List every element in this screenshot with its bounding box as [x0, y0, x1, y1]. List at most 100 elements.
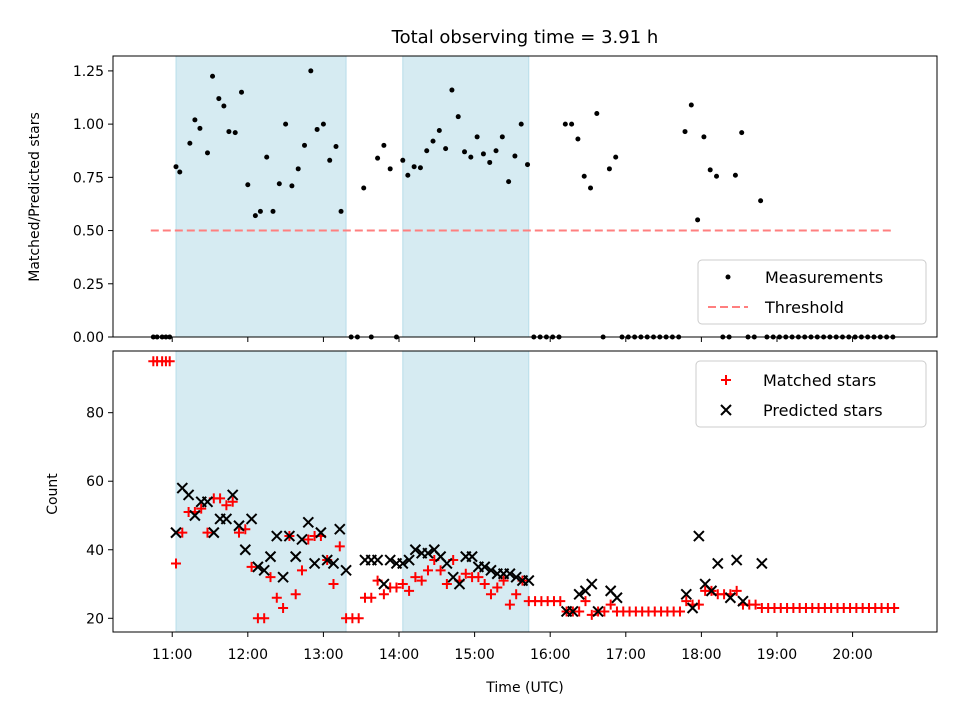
predicted-stars-point: [233, 520, 245, 532]
measurements-point: [449, 87, 455, 93]
measurements-point: [232, 130, 238, 136]
predicted-stars-point: [478, 561, 491, 573]
measurements-point: [480, 151, 486, 157]
measurements-point: [192, 117, 198, 123]
measurements-point: [695, 217, 701, 223]
predicted-stars-point: [523, 574, 535, 587]
x-tick-label: 17:00: [606, 647, 646, 663]
measurements-point: [295, 166, 301, 172]
top-y-tick-label: 0.25: [73, 277, 104, 293]
predicted-stars-point: [189, 509, 201, 522]
measurements-point: [493, 148, 499, 154]
measurements-point: [581, 173, 587, 179]
bottom-y-tick-label: 20: [86, 611, 104, 627]
measurements-point: [320, 121, 326, 127]
predicted-stars-point: [592, 605, 604, 618]
matched-stars-point: [271, 592, 282, 603]
top-legend: Measurements Threshold: [697, 259, 927, 325]
matched-stars-point: [605, 599, 616, 610]
legend-threshold-label: Threshold: [764, 298, 844, 317]
matched-stars-point: [278, 603, 289, 614]
predicted-stars-point: [397, 557, 409, 570]
top-y-tick-label: 0.75: [73, 170, 104, 186]
measurements-point: [443, 146, 449, 152]
predicted-stars-point: [226, 489, 239, 501]
predicted-stars-point: [680, 588, 692, 601]
bottom-y-tick-label: 40: [86, 543, 104, 559]
matched-stars-point: [473, 572, 484, 583]
matched-stars-point: [574, 606, 585, 617]
measurements-point: [506, 179, 512, 185]
predicted-stars-point: [371, 554, 384, 566]
predicted-stars-point: [170, 526, 182, 539]
measurements-point: [302, 142, 308, 148]
matched-stars-point: [479, 579, 490, 590]
predicted-stars-point: [441, 557, 453, 570]
matched-stars-point: [227, 496, 238, 507]
predicted-stars-point: [693, 530, 705, 542]
matched-stars-point: [422, 565, 433, 576]
measurements-point: [173, 164, 179, 170]
measurements-point: [226, 129, 232, 135]
bottom-plot-area: 20 40 60 80 11:00 12:00 13:00 14:00 15:00 16:00 17…: [86, 350, 938, 663]
predicted-stars-point: [378, 578, 390, 590]
top-y-axis-label: Matched/Predicted stars: [27, 112, 43, 282]
matched-stars-point: [504, 599, 515, 610]
predicted-stars-point: [384, 554, 396, 566]
measurements-point: [424, 148, 430, 154]
measurements-point: [487, 159, 493, 165]
predicted-stars-point: [466, 550, 478, 563]
measurements-point: [289, 183, 295, 189]
measurements-point: [187, 140, 193, 146]
measurements-point: [455, 114, 461, 120]
measurements-point: [210, 73, 216, 79]
legend-matched-marker: [721, 375, 731, 385]
matched-stars-point: [366, 592, 377, 603]
predicted-stars-point: [712, 557, 724, 570]
matched-stars-point: [221, 500, 232, 511]
matched-stars-point: [555, 596, 566, 607]
matched-stars-point: [674, 606, 685, 617]
measurements-point: [361, 185, 367, 191]
measurements-point: [518, 121, 524, 127]
measurements-point: [474, 134, 480, 140]
matched-stars-point: [290, 589, 301, 600]
predicted-stars-point: [730, 554, 743, 566]
measurements-point: [387, 166, 393, 172]
measurements-point: [430, 138, 436, 144]
measurements-point: [575, 136, 581, 142]
measurements-point: [707, 167, 713, 173]
measurements-point: [327, 157, 333, 163]
matched-stars-point: [265, 572, 276, 583]
measurements-point: [732, 172, 738, 178]
predicted-stars-point: [586, 578, 598, 590]
matched-stars-point: [215, 493, 226, 504]
predicted-stars-point: [220, 513, 233, 525]
measurements-point: [562, 121, 568, 127]
measurements-point: [468, 154, 474, 160]
measurements-point: [381, 142, 387, 148]
top-axes-frame: [112, 55, 938, 338]
measurements-point: [499, 134, 505, 140]
matched-stars-point: [498, 575, 509, 586]
legend-measurements-marker: [725, 274, 731, 280]
predicted-stars-point: [573, 588, 585, 601]
matched-stars-point: [196, 503, 207, 514]
predicted-stars-point: [340, 564, 352, 577]
measurements-point: [569, 121, 575, 127]
top-y-tick-label: 0.50: [73, 224, 104, 240]
measurements-point: [525, 162, 531, 168]
matched-stars-point: [599, 606, 610, 617]
predicted-stars-point: [504, 568, 516, 580]
measurements-point: [400, 157, 406, 163]
predicted-stars-point: [756, 557, 768, 570]
measurements-point: [375, 155, 381, 161]
matched-stars-point: [410, 572, 421, 583]
matched-stars-point: [391, 582, 402, 593]
matched-stars-point: [580, 596, 591, 607]
measurements-point: [714, 173, 720, 179]
matched-stars-point: [334, 541, 345, 552]
predicted-stars-point: [724, 592, 737, 604]
x-tick-label: 14:00: [379, 647, 419, 663]
matched-stars-point: [296, 565, 307, 576]
